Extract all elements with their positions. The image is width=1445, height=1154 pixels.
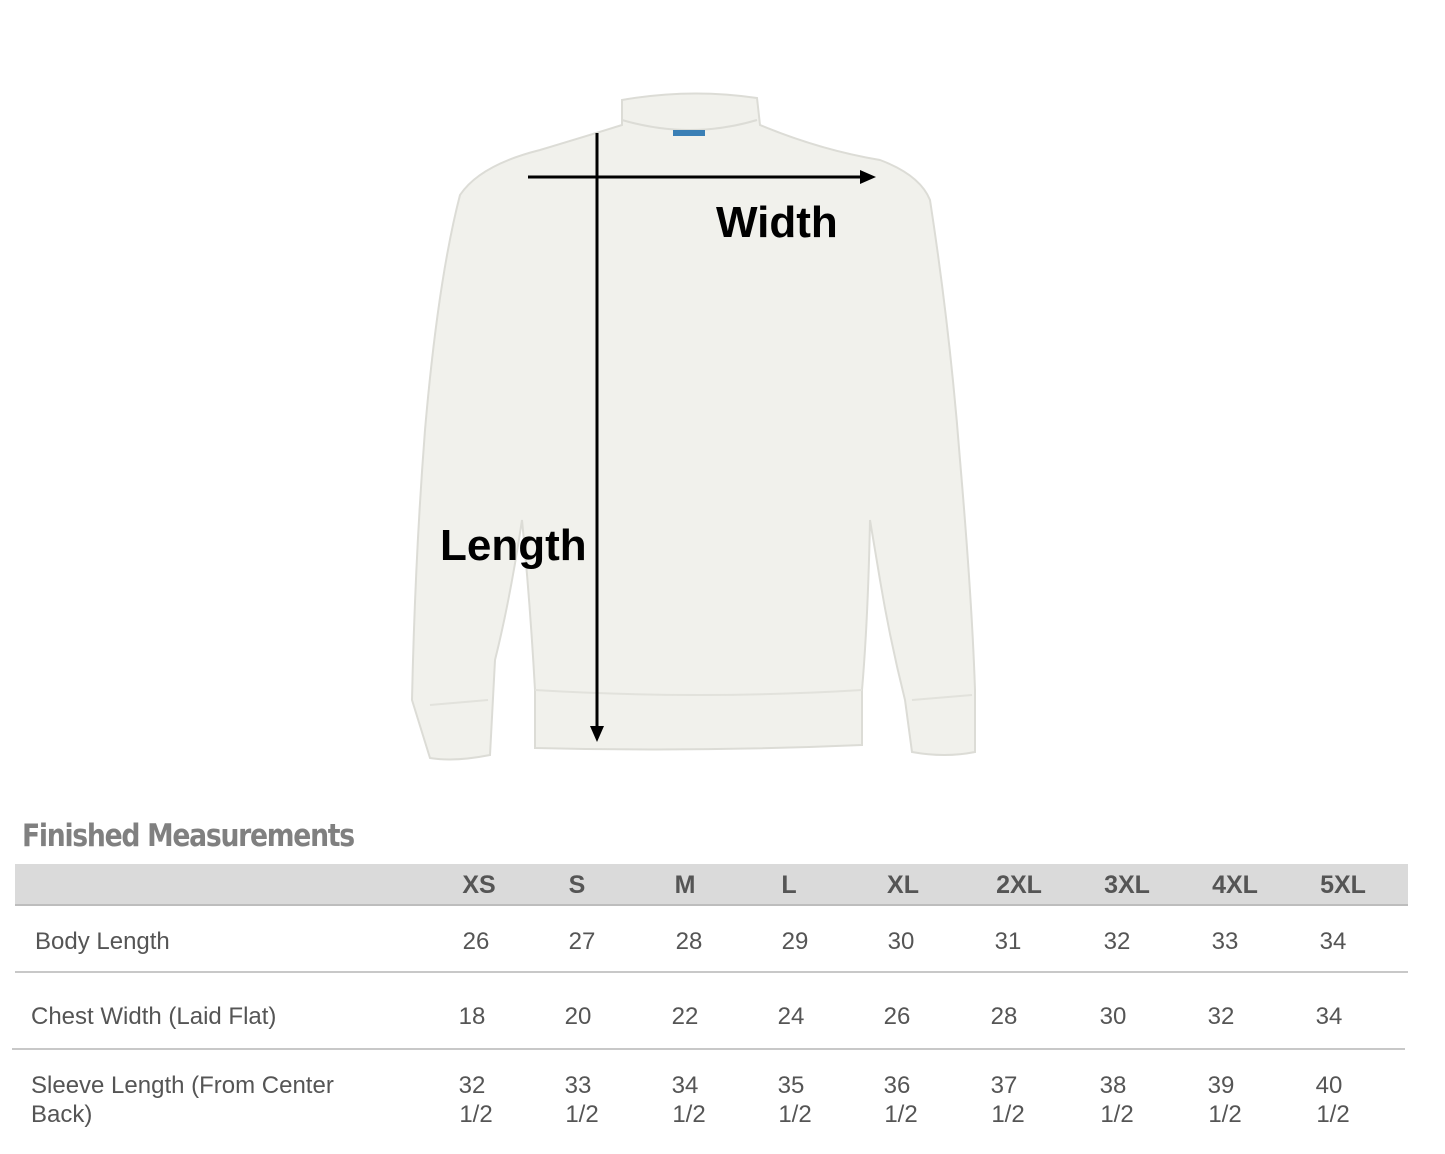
table-cell: 24: [777, 1003, 805, 1030]
width-label: Width: [716, 198, 838, 247]
table-header: [15, 864, 1408, 906]
table-cell: 40: [1315, 1072, 1343, 1099]
table-cell: 31: [994, 928, 1022, 955]
label-line: Sleeve Length (From Center: [31, 1072, 334, 1099]
size-header: 3XL: [1104, 871, 1150, 899]
table-title: Finished Measurements: [22, 818, 355, 854]
table-cell: 33: [1211, 928, 1239, 955]
size-header: M: [674, 871, 696, 899]
size-header: L: [781, 871, 797, 899]
table-cell: 32: [1103, 928, 1131, 955]
length-arrow: [590, 133, 604, 742]
table-cell: 26: [883, 1003, 911, 1030]
table-cell: 28: [990, 1003, 1018, 1030]
size-header: 2XL: [996, 871, 1042, 899]
size-header: 4XL: [1212, 871, 1258, 899]
sweatshirt-image: [410, 92, 976, 761]
table-cell: 33: [564, 1072, 592, 1099]
row-label-body-length: Body Length: [35, 928, 170, 955]
table-cell: 28: [675, 928, 703, 955]
table-cell: 1/2: [1316, 1101, 1350, 1128]
row-divider: [15, 971, 1408, 973]
table-cell: 1/2: [991, 1101, 1025, 1128]
row-divider: [12, 1048, 1405, 1050]
size-header: XS: [462, 871, 496, 899]
table-cell: 29: [781, 928, 809, 955]
label-line: Back): [31, 1101, 93, 1128]
table-cell: 1/2: [565, 1101, 599, 1128]
table-cell: 22: [671, 1003, 699, 1030]
table-cell: 27: [568, 928, 596, 955]
width-arrow: [528, 170, 876, 184]
table-cell: 18: [458, 1003, 486, 1030]
size-header: XL: [887, 871, 919, 899]
table-cell: 1/2: [884, 1101, 918, 1128]
sweatshirt-diagram: [410, 92, 976, 761]
table-cell: 30: [1099, 1003, 1127, 1030]
table-cell: 20: [564, 1003, 592, 1030]
table-cell: 32: [1207, 1003, 1235, 1030]
table-cell: 1/2: [459, 1101, 493, 1128]
table-cell: 1/2: [1208, 1101, 1242, 1128]
row-label-sleeve-length: Sleeve Length (From Center Back): [31, 1071, 334, 1129]
table-cell: 26: [462, 928, 490, 955]
size-header: 5XL: [1320, 871, 1366, 899]
row-label-chest-width: Chest Width (Laid Flat): [31, 1003, 277, 1030]
length-label: Length: [440, 521, 587, 570]
table-cell: 39: [1207, 1072, 1235, 1099]
table-cell: 34: [1319, 928, 1347, 955]
table-cell: 32: [458, 1072, 486, 1099]
table-cell: 34: [1315, 1003, 1343, 1030]
table-cell: 1/2: [672, 1101, 706, 1128]
table-cell: 1/2: [778, 1101, 812, 1128]
brand-tag: [673, 130, 705, 136]
table-cell: 35: [777, 1072, 805, 1099]
size-header: S: [568, 871, 586, 899]
table-cell: 30: [887, 928, 915, 955]
table-cell: 36: [883, 1072, 911, 1099]
table-cell: 34: [671, 1072, 699, 1099]
table-cell: 38: [1099, 1072, 1127, 1099]
table-cell: 1/2: [1100, 1101, 1134, 1128]
table-cell: 37: [990, 1072, 1018, 1099]
